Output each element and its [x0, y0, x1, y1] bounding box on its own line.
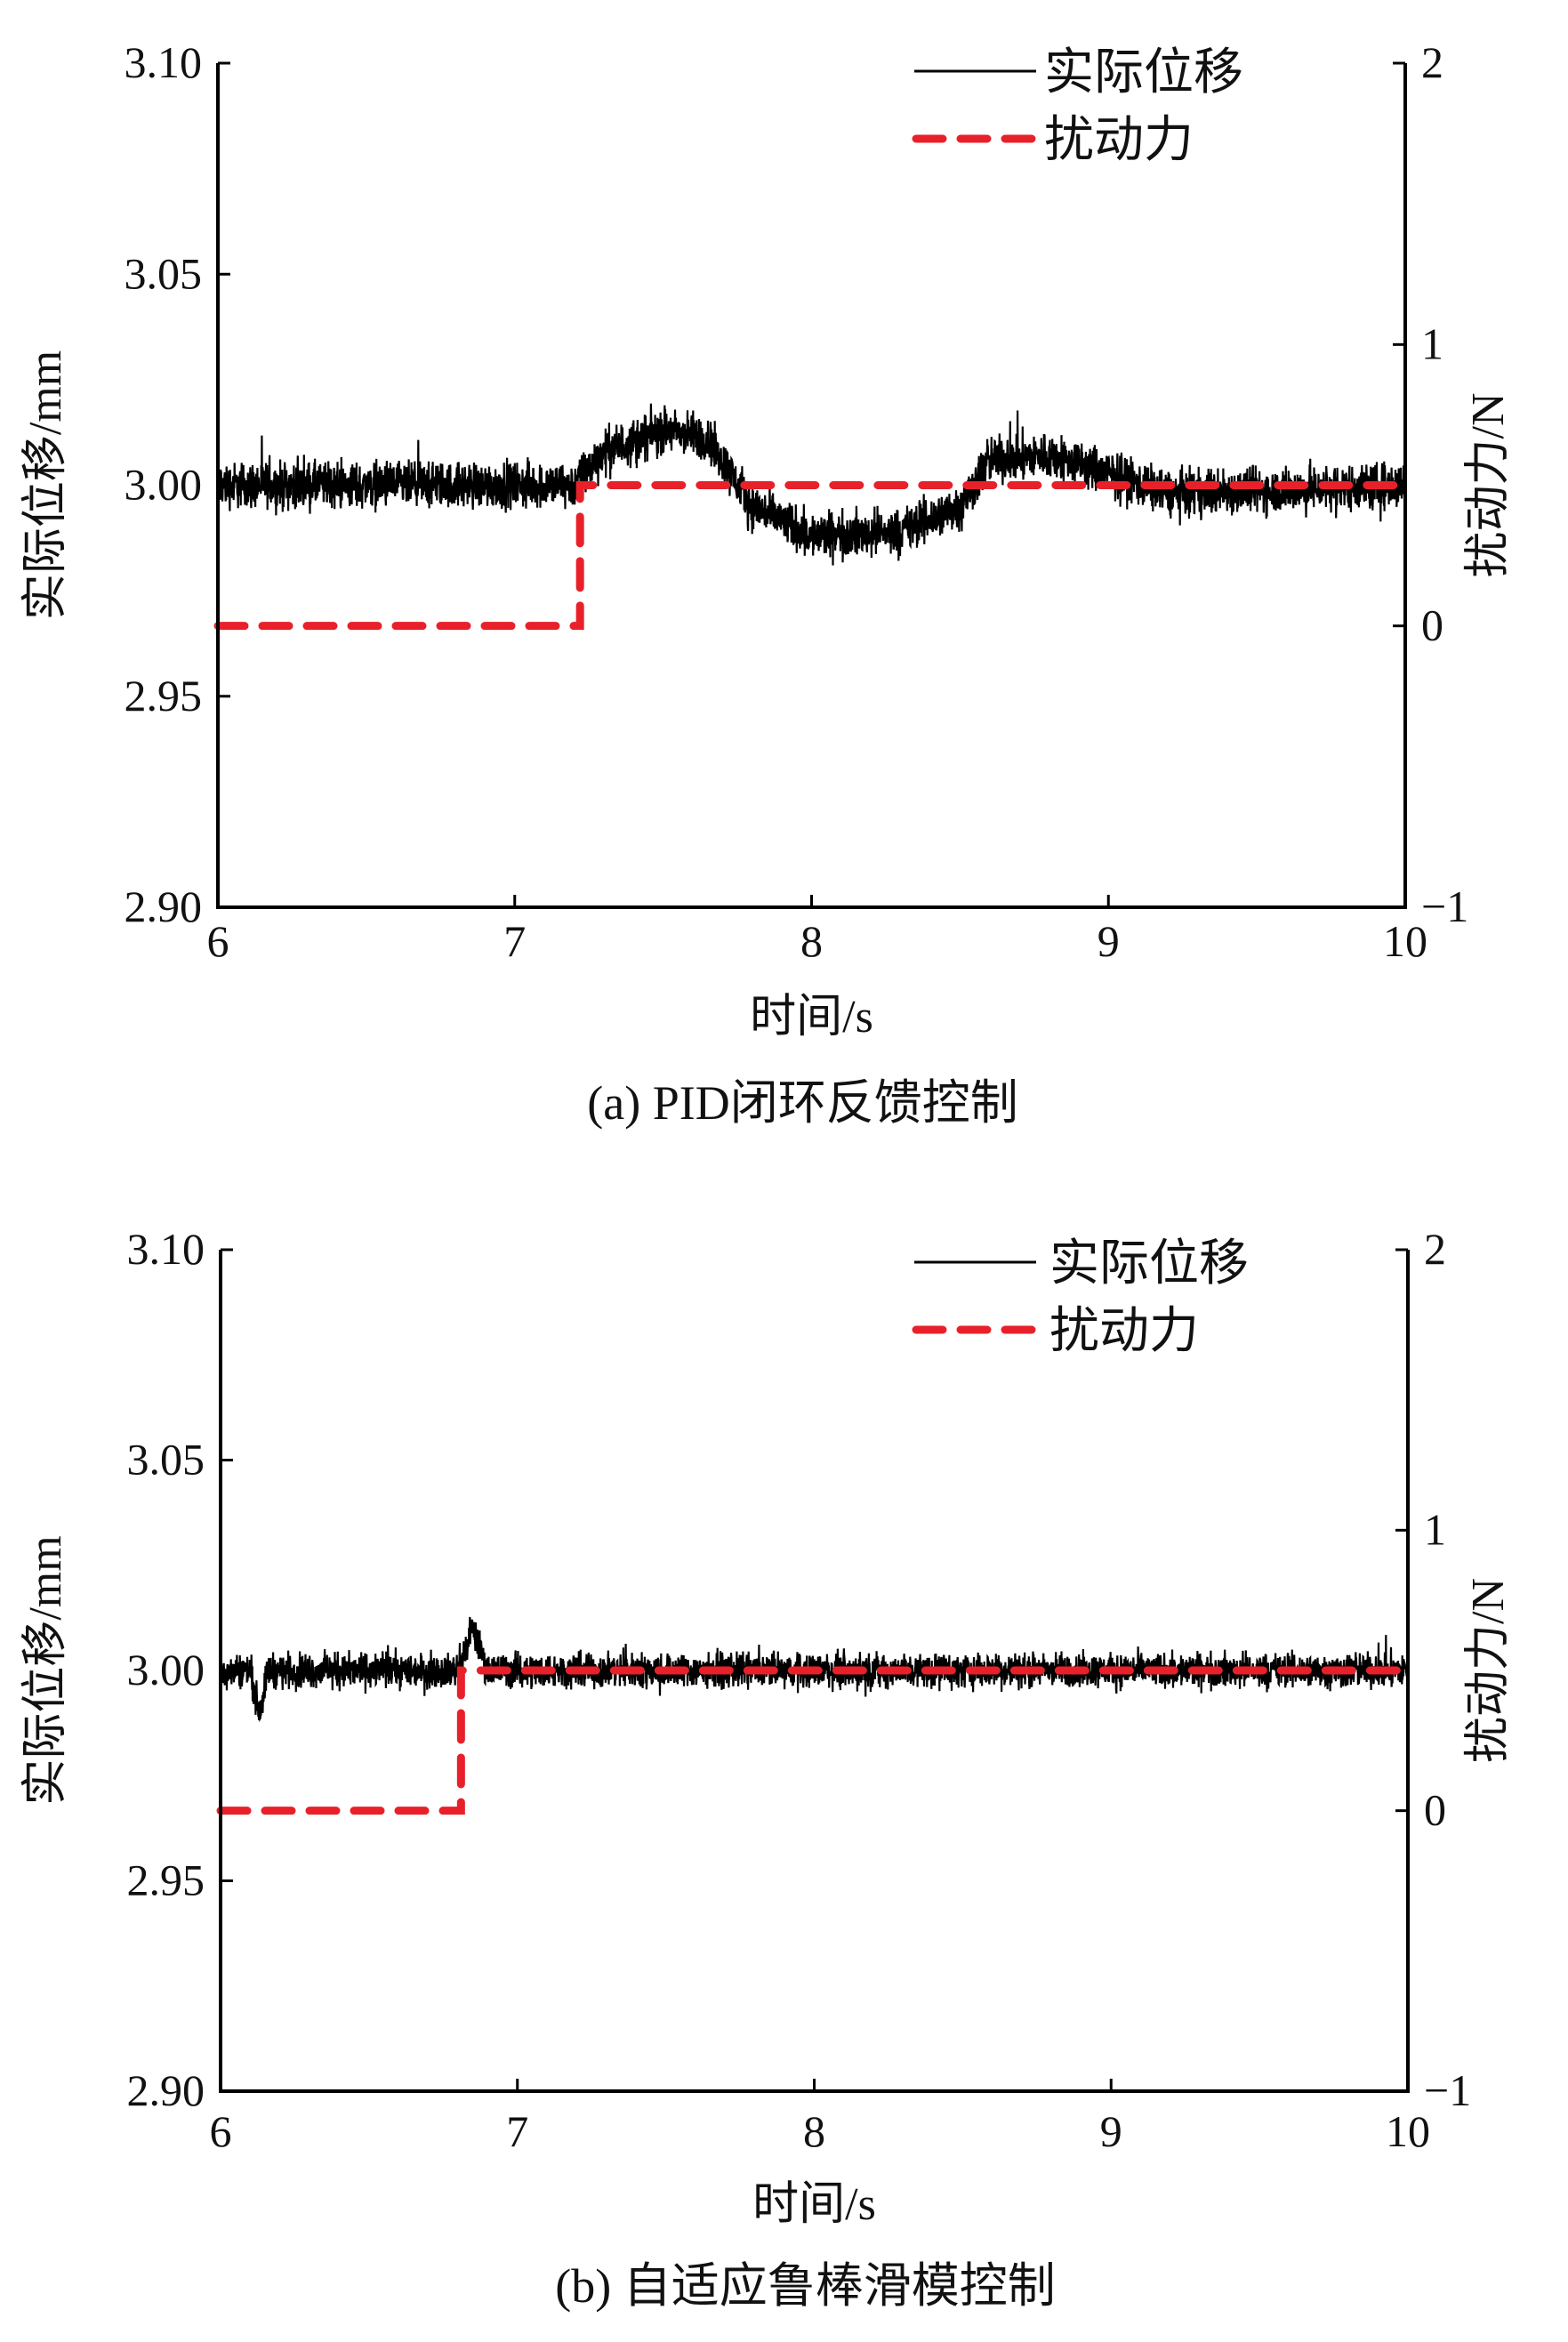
x-tick-label: 10	[1383, 916, 1427, 966]
y2-tick-label: 1	[1421, 318, 1443, 368]
legend-label-disturbance-force: 扰动力	[1049, 1304, 1199, 1359]
y-axis-label: 实际位移/mm	[20, 350, 71, 620]
y2-tick-label: 0	[1424, 1785, 1446, 1835]
y2-axis-label: 扰动力/N	[1463, 392, 1514, 577]
y2-axis-label: 扰动力/N	[1463, 1578, 1514, 1763]
series-disturbance-force	[213, 481, 1410, 631]
y2-tick-label: 1	[1424, 1504, 1446, 1554]
x-tick-label: 7	[503, 916, 526, 966]
y2-tick-label: −1	[1421, 881, 1468, 931]
y-tick-label: 3.05	[125, 248, 203, 298]
y2-tick-label: 0	[1421, 600, 1443, 650]
x-tick-label: 6	[210, 2106, 232, 2156]
y-tick-label: 2.90	[127, 2065, 205, 2115]
legend-label-disturbance-force: 扰动力	[1044, 113, 1194, 168]
x-tick-label: 9	[1100, 2106, 1122, 2156]
x-tick-label: 10	[1386, 2106, 1430, 2156]
y2-tick-label: 2	[1424, 1224, 1446, 1274]
y-tick-label: 3.10	[127, 1224, 205, 1274]
y2-tick-label: −1	[1424, 2065, 1471, 2115]
series-actual-displacement	[216, 403, 1407, 566]
y-tick-label: 2.95	[127, 1855, 205, 1905]
y-tick-label: 3.05	[127, 1435, 205, 1485]
x-tick-label: 7	[506, 2106, 528, 2156]
y-tick-label: 3.10	[125, 37, 203, 87]
y-tick-label: 3.00	[125, 460, 203, 510]
x-tick-label: 8	[800, 916, 823, 966]
legend-label-actual-displacement: 实际位移	[1049, 1236, 1249, 1292]
x-tick-label: 9	[1098, 916, 1120, 966]
chart-panel-b: 6 7 8 9 10 2.90 2.95 3.00 3.05 3.10 −1 0 1 2 时间/s 实际位移/…	[20, 1224, 1514, 2313]
y-tick-label: 2.90	[125, 881, 203, 931]
chart-panel-a: 6 7 8 9 10 2.90 2.95 3.00 3.05 3.10 −1 0 1 2 时间/s 实际位移/…	[20, 37, 1514, 1130]
x-tick-label: 8	[803, 2106, 825, 2156]
chart-caption: (b) 自适应鲁棒滑模控制	[555, 2259, 1055, 2313]
legend-label-actual-displacement: 实际位移	[1044, 45, 1243, 101]
y-tick-label: 3.00	[127, 1645, 205, 1694]
x-axis-label: 时间/s	[750, 992, 873, 1042]
y-tick-label: 2.95	[125, 671, 203, 720]
x-axis-label: 时间/s	[752, 2179, 876, 2230]
series-disturbance-force	[216, 1666, 1412, 1815]
x-tick-label: 6	[207, 916, 229, 966]
chart-caption: (a) PID闭环反馈控制	[587, 1076, 1017, 1130]
y2-tick-label: 2	[1421, 37, 1443, 87]
y-axis-label: 实际位移/mm	[20, 1535, 71, 1805]
